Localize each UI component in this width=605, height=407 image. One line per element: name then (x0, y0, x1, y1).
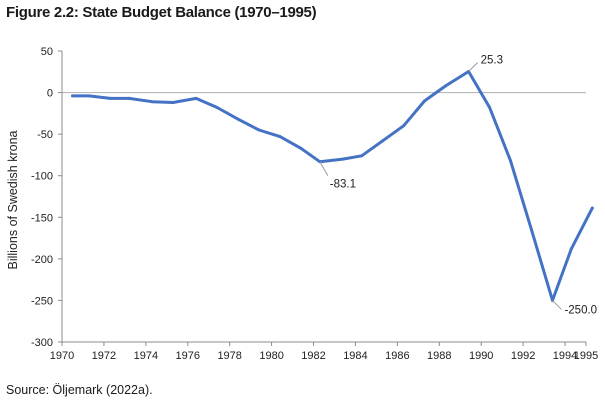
x-tick-label: 1984 (343, 350, 367, 362)
x-tick-label: 1986 (385, 350, 409, 362)
y-tick-label: 50 (41, 46, 53, 58)
y-tick-label: -100 (31, 171, 53, 183)
data-point (71, 94, 74, 98)
data-point (402, 124, 406, 128)
x-tick-label: 1976 (176, 350, 200, 362)
x-tick-label: 1994 (553, 350, 577, 362)
data-point (299, 146, 303, 150)
data-point (127, 96, 131, 100)
x-tick-label: 1978 (217, 350, 241, 362)
annotation-leader (552, 300, 562, 310)
x-tick-label: 1990 (469, 350, 493, 362)
data-label: 25.3 (481, 55, 503, 67)
data-point (87, 94, 91, 98)
annotation-leader (319, 161, 329, 176)
data-point (215, 106, 219, 109)
series-line (71, 70, 594, 302)
figure-source: Source: Öljemark (2022a). (6, 383, 153, 397)
data-point (278, 135, 282, 139)
y-tick-label: -300 (31, 337, 53, 349)
x-tick-label: 1972 (92, 350, 116, 362)
data-point (444, 84, 448, 88)
data-point (150, 100, 154, 104)
data-point (530, 228, 533, 232)
y-tick-label: -250 (31, 295, 53, 307)
x-tick-label: 1992 (511, 350, 535, 362)
y-tick-label: -150 (31, 212, 53, 224)
x-tick-label: 1995 (574, 350, 598, 362)
data-point (108, 96, 112, 100)
data-point (569, 247, 573, 251)
data-point (360, 154, 364, 158)
y-tick-label: 0 (47, 88, 53, 100)
data-point (236, 117, 240, 121)
y-axis-title: Billions of Swedish krona (6, 130, 20, 269)
figure-title: Figure 2.2: State Budget Balance (1970–1… (6, 4, 317, 21)
data-point (509, 159, 512, 163)
data-point (257, 128, 261, 132)
x-tick-label: 1970 (50, 350, 74, 362)
data-point (171, 101, 175, 104)
data-point (341, 157, 345, 161)
data-point (194, 96, 198, 100)
data-point (488, 106, 492, 109)
data-label: -83.1 (330, 179, 356, 191)
x-tick-label: 1982 (301, 350, 325, 362)
data-point (590, 206, 594, 210)
x-tick-label: 1974 (134, 350, 158, 362)
data-point (423, 99, 427, 103)
x-tick-label: 1980 (259, 350, 283, 362)
data-point (381, 139, 385, 143)
annotation-leader (468, 62, 478, 72)
y-tick-label: -50 (37, 129, 53, 141)
x-tick-label: 1988 (427, 350, 451, 362)
y-tick-label: -200 (31, 254, 53, 266)
data-label: -250.0 (564, 304, 597, 316)
